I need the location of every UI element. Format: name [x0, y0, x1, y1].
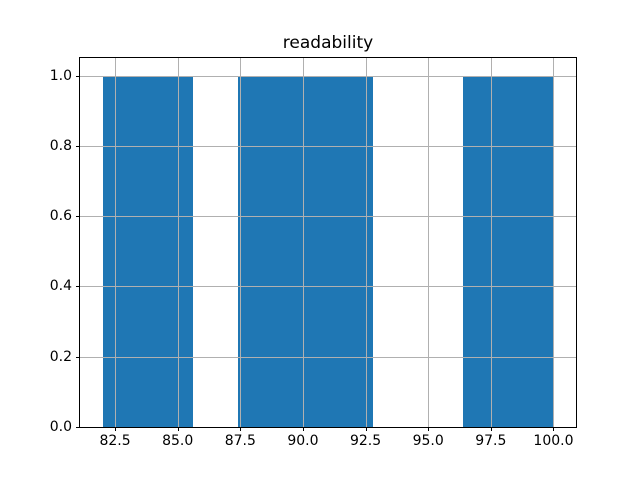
y-tick-label: 0.6 — [49, 208, 72, 225]
x-gridline — [177, 58, 179, 427]
x-tick-label: 85.0 — [162, 433, 194, 449]
y-tick-mark — [76, 427, 80, 428]
y-tick-mark — [76, 145, 80, 147]
y-tick-label: 0.4 — [49, 278, 72, 295]
x-gridline — [365, 58, 367, 427]
y-gridline — [80, 216, 576, 218]
y-tick-mark — [76, 286, 80, 288]
x-tick-label: 92.5 — [349, 433, 382, 449]
histogram-bar — [237, 75, 283, 427]
y-tick-label: 0.2 — [49, 348, 72, 365]
histogram-bar — [147, 75, 193, 427]
y-tick-label: 1.0 — [49, 67, 72, 84]
x-tick-label: 87.5 — [224, 433, 256, 449]
y-gridline — [80, 75, 576, 77]
x-tick-label: 82.5 — [99, 433, 131, 449]
x-tick-mark — [553, 427, 555, 431]
x-gridline — [553, 58, 555, 427]
histogram-bar — [282, 75, 328, 427]
y-tick-mark — [76, 75, 80, 77]
x-tick-mark — [177, 427, 179, 431]
histogram-bar — [102, 75, 148, 427]
histogram-bar — [463, 75, 509, 427]
y-gridline — [80, 356, 576, 358]
x-gridline — [428, 58, 430, 427]
y-gridline — [80, 286, 576, 288]
y-gridline — [80, 427, 576, 428]
y-tick-label: 0.0 — [49, 419, 72, 435]
histogram-bar — [508, 75, 554, 427]
y-gridline — [80, 145, 576, 147]
x-gridline — [490, 58, 492, 427]
x-gridline — [115, 58, 117, 427]
x-tick-label: 97.5 — [475, 433, 507, 449]
x-tick-mark — [302, 427, 304, 431]
x-tick-label: 90.0 — [287, 433, 319, 449]
x-tick-mark — [428, 427, 430, 431]
x-tick-mark — [365, 427, 367, 431]
x-tick-label: 95.0 — [412, 433, 444, 449]
x-gridline — [302, 58, 304, 427]
y-tick-mark — [76, 356, 80, 358]
chart-title: readability — [282, 33, 374, 53]
x-tick-mark — [115, 427, 117, 431]
x-gridline — [240, 58, 242, 427]
y-tick-label: 0.8 — [49, 137, 72, 154]
x-tick-mark — [490, 427, 492, 431]
x-tick-mark — [240, 427, 242, 431]
y-tick-mark — [76, 216, 80, 218]
x-tick-label: 100.0 — [533, 433, 574, 449]
